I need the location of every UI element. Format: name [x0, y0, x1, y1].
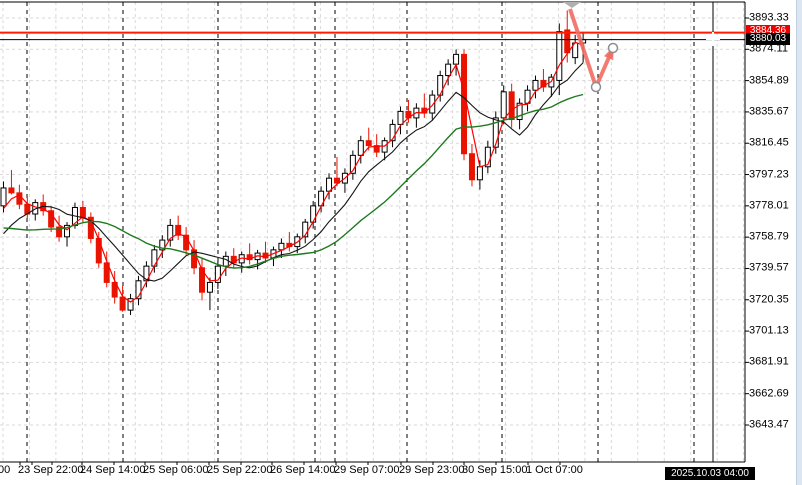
candle-body [445, 63, 452, 77]
time-axis-label: 24 Sep 14:00 [80, 464, 146, 476]
price-axis-label: 3720.35 [749, 293, 789, 306]
time-axis-label: 29 Sep 07:00 [334, 464, 400, 476]
price-axis-label: 3835.67 [749, 105, 789, 118]
candle-body [0, 187, 7, 207]
candle-body [365, 140, 372, 147]
candle-body [278, 242, 285, 251]
time-axis-label: 30 Sep 15:00 [462, 464, 528, 476]
candle-body [492, 117, 499, 148]
candle-body [56, 226, 63, 238]
time-axis-label: 25 Sep 22:00 [207, 464, 273, 476]
arrow-drag-handle[interactable] [590, 81, 602, 93]
price-axis-label: 3662.69 [749, 387, 789, 400]
candle-body [508, 91, 515, 121]
chart-shift-marker-icon[interactable] [563, 2, 581, 8]
window-edge [796, 0, 802, 485]
vline-date-badge: 2025.10.03 04:00 [665, 467, 755, 480]
candle-body [310, 205, 317, 223]
time-axis-label: 00 [0, 464, 11, 476]
time-axis-label: 29 Sep 23:00 [399, 464, 465, 476]
price-axis-label: 3643.47 [749, 418, 789, 431]
price-axis-label: 3701.13 [749, 324, 789, 337]
price-axis-label: 3874.11 [749, 42, 788, 55]
candle-body [214, 265, 221, 283]
candle-body [135, 280, 142, 300]
price-axis-label: 3854.89 [749, 74, 789, 87]
candle-body [95, 237, 102, 264]
candle-body [476, 166, 483, 181]
time-axis-label: 26 Sep 14:00 [270, 464, 336, 476]
price-axis-label: 3816.45 [749, 136, 789, 149]
candle-body [532, 79, 539, 91]
ma-medium-line [3, 62, 584, 282]
candle-body [127, 298, 134, 311]
candle-body [357, 140, 364, 156]
candle-body [461, 53, 468, 155]
candle-body [556, 31, 563, 81]
candle-body [79, 206, 86, 218]
time-axis-label: 1 Oct 07:00 [526, 464, 583, 476]
candle-body [500, 91, 507, 119]
candle-body [175, 224, 182, 236]
candle-body [8, 187, 15, 194]
ma-slow-line [3, 93, 584, 269]
candle-body [103, 262, 110, 283]
price-axis-label: 3758.79 [749, 230, 789, 243]
price-axis-label: 3797.23 [749, 168, 789, 181]
arrow-drag-handle[interactable] [607, 42, 619, 54]
candle-body [48, 210, 55, 228]
price-axis-label: 3778.01 [749, 199, 789, 212]
bid-price-badge: 3880.03 [746, 33, 790, 45]
candle-body [302, 221, 309, 238]
candle-body [389, 123, 396, 142]
price-axis-label: 3893.33 [749, 11, 789, 24]
candle-body [540, 79, 547, 88]
candle-body [119, 296, 126, 311]
candle-body [159, 239, 166, 251]
candle-body [199, 267, 205, 293]
ma-fast-line [3, 41, 584, 303]
time-axis-label: 23 Sep 22:00 [18, 464, 84, 476]
candle-body [64, 224, 71, 238]
candle-body [167, 224, 174, 241]
candle-body [349, 154, 356, 174]
candle-body [453, 53, 460, 65]
candle-body [183, 234, 190, 251]
time-axis-label: 25 Sep 06:00 [143, 464, 209, 476]
candle-body [429, 94, 436, 114]
candle-body [222, 255, 229, 267]
candle-body [397, 110, 404, 125]
candle-body [230, 255, 237, 264]
candle-body [111, 281, 118, 298]
price-axis-label: 3739.57 [749, 261, 789, 274]
price-axis-label: 3681.91 [749, 355, 789, 368]
candle-body [333, 177, 340, 184]
candle-body [516, 102, 523, 121]
candle-body [206, 281, 213, 293]
candle-body [468, 153, 475, 181]
